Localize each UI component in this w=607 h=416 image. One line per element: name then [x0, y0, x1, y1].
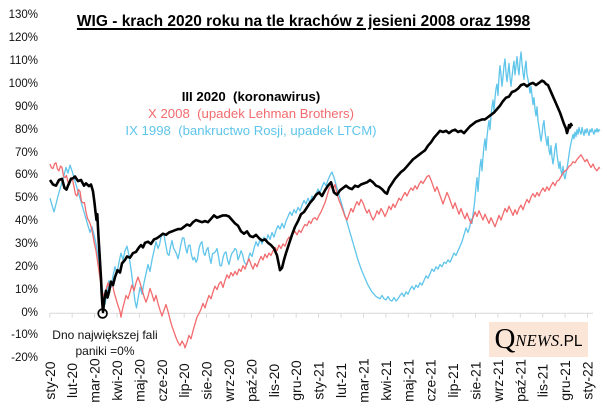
svg-text:sie-20: sie-20	[199, 361, 215, 399]
svg-text:lip-21: lip-21	[445, 363, 461, 397]
svg-text:lis-21: lis-21	[535, 364, 551, 398]
svg-text:lip-20: lip-20	[176, 363, 192, 397]
svg-text:lis-20: lis-20	[266, 364, 282, 398]
svg-text:mar-20: mar-20	[87, 358, 103, 403]
svg-text:lut-21: lut-21	[333, 363, 349, 398]
svg-text:paź-21: paź-21	[512, 359, 528, 402]
svg-text:maj-21: maj-21	[400, 359, 416, 402]
svg-text:lut-20: lut-20	[64, 363, 80, 398]
svg-text:gru-21: gru-21	[557, 360, 573, 401]
svg-text:sty-22: sty-22	[580, 361, 596, 399]
svg-text:wrz-21: wrz-21	[490, 359, 506, 402]
svg-text:wrz-20: wrz-20	[221, 359, 237, 402]
svg-text:gru-20: gru-20	[288, 360, 304, 401]
svg-text:kwi-20: kwi-20	[109, 360, 125, 401]
svg-text:cze-21: cze-21	[423, 359, 439, 401]
svg-text:sty-20: sty-20	[42, 361, 58, 399]
svg-text:paź-20: paź-20	[243, 359, 259, 402]
svg-text:sie-21: sie-21	[468, 361, 484, 399]
svg-text:sty-21: sty-21	[311, 361, 327, 399]
svg-text:mar-21: mar-21	[356, 358, 372, 403]
svg-text:kwi-21: kwi-21	[378, 360, 394, 401]
svg-text:cze-20: cze-20	[154, 359, 170, 401]
svg-text:maj-20: maj-20	[131, 359, 147, 402]
